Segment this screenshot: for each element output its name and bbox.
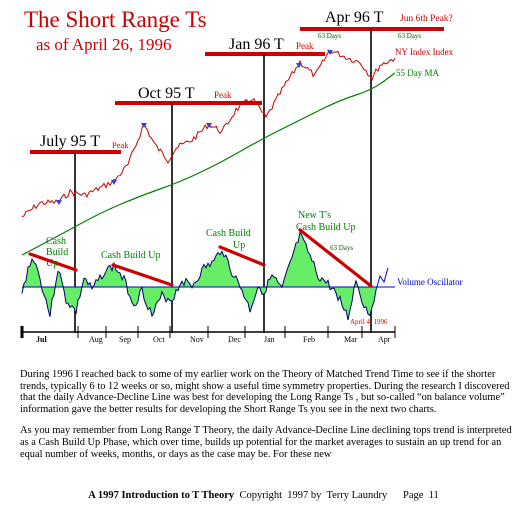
footer-copyright: Copyright 1997 by Terry Laundry	[239, 490, 388, 501]
t-bar-jan	[205, 52, 325, 56]
month-label: Apr	[378, 335, 391, 344]
trendline	[28, 252, 78, 272]
paragraph-1: During 1996 I reached back to some of my…	[20, 369, 510, 415]
marker-apr-label: Apr 96 T	[325, 9, 384, 26]
peak-markers	[56, 50, 333, 205]
month-label: Aug	[89, 335, 103, 344]
month-label: Mar	[344, 335, 358, 344]
paragraph-2: As you may remember from Long Range T Th…	[20, 425, 512, 460]
month-label: Oct	[153, 335, 165, 344]
cash-label-3: Cash Build Up	[206, 228, 253, 251]
month-label: Sep	[119, 335, 131, 344]
body-text: During 1996 I reached back to some of my…	[20, 369, 512, 470]
ma-line	[21, 72, 396, 256]
legend-oscillator: Volume Oscillator	[397, 277, 463, 287]
marker-jan-label: Jan 96 T	[229, 36, 284, 53]
chart-subtitle: as of April 26, 1996	[36, 35, 172, 54]
peak-marker	[141, 123, 147, 128]
peak-marker	[206, 123, 212, 128]
marker-oct-peak: Peak	[214, 90, 232, 100]
marker-apr-note: Jun 6th Peak?	[400, 14, 453, 24]
month-label: Feb	[303, 335, 315, 344]
month-ticks	[20, 326, 396, 338]
chart-svg: The Short Range Ts as of April 26, 1996 …	[20, 7, 463, 344]
peak-marker	[296, 63, 302, 68]
trendline	[298, 228, 373, 288]
peak-marker	[327, 50, 333, 55]
cash-label-2: Cash Build Up	[101, 250, 160, 261]
t-bar-apr	[300, 27, 444, 31]
footer-book: A 1997 Introduction to T Theory	[88, 490, 235, 501]
day-note-1: 63 Days	[318, 32, 341, 40]
chart-title: The Short Range Ts	[24, 7, 207, 32]
oscillator-fill	[22, 232, 376, 320]
peak-marker	[111, 180, 117, 185]
cash-label-4: New T's Cash Build Up	[296, 210, 355, 233]
cash-trendlines	[28, 228, 373, 288]
legend-index: NY Index Index	[395, 47, 454, 57]
marker-oct-label: Oct 95 T	[138, 85, 195, 102]
page-footer: A 1997 Introduction to T Theory Copyrigh…	[0, 490, 527, 501]
month-label: Jul	[36, 335, 47, 344]
legend-ma: 55 Day MA	[396, 68, 439, 78]
trendline	[111, 263, 174, 287]
t-bar-oct	[115, 101, 262, 105]
day-note-3: 63 Days	[330, 244, 353, 252]
oscillator-line	[21, 231, 377, 321]
month-labels: Jul Aug Sep Oct Nov Dec Jan Feb Mar Apr	[36, 335, 391, 344]
marker-jan-peak: Peak	[296, 41, 314, 51]
month-label: Nov	[190, 335, 204, 344]
footer-page: Page 11	[403, 490, 439, 501]
month-label: Jan	[264, 335, 275, 344]
peak-marker	[56, 200, 62, 205]
marker-july-peak: Peak	[112, 140, 129, 150]
trendline	[218, 245, 266, 267]
cash-label-1: Cash Build Up	[46, 236, 71, 269]
april-note: April 4, 1996	[350, 318, 388, 326]
day-note-2: 63 Days	[398, 32, 421, 40]
oscillator-tail	[375, 267, 389, 291]
month-label: Dec	[228, 335, 241, 344]
marker-july-label: July 95 T	[40, 133, 100, 150]
short-range-ts-chart: The Short Range Ts as of April 26, 1996 …	[20, 7, 463, 344]
